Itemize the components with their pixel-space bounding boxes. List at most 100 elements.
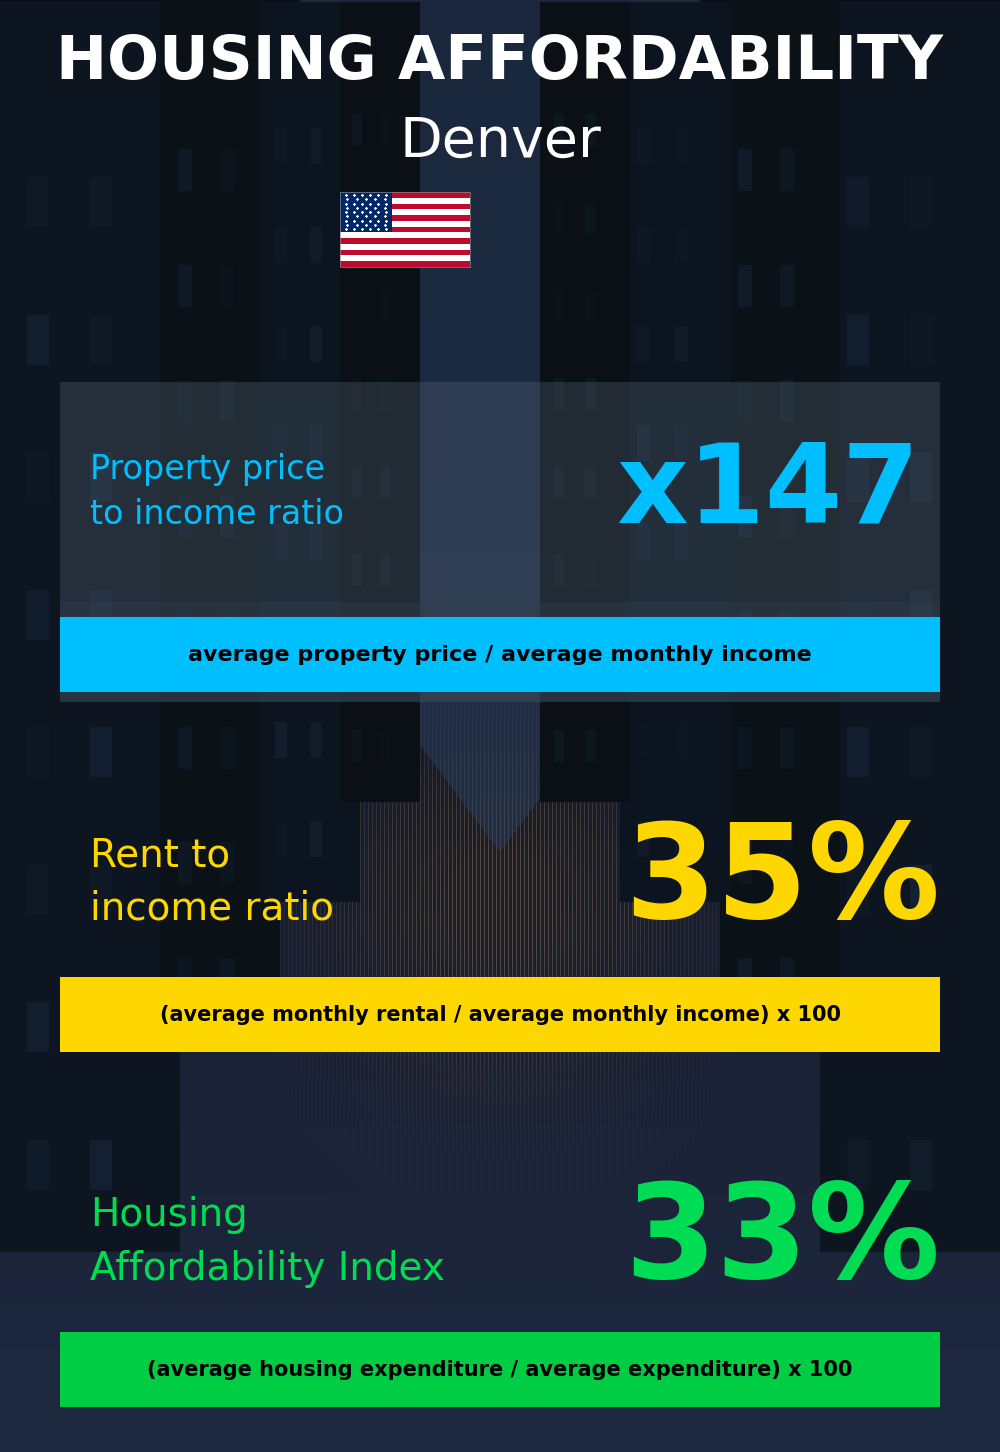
- Bar: [675, 327, 688, 362]
- Bar: [178, 495, 192, 537]
- Bar: [780, 957, 794, 999]
- Bar: [90, 1002, 112, 1053]
- Bar: [340, 209, 470, 215]
- Bar: [275, 327, 287, 362]
- Bar: [220, 380, 234, 423]
- Bar: [340, 197, 470, 203]
- Bar: [160, 1, 280, 1053]
- Bar: [585, 466, 596, 498]
- Bar: [675, 425, 688, 460]
- Bar: [910, 315, 932, 364]
- Bar: [310, 128, 322, 164]
- Bar: [847, 177, 869, 227]
- Bar: [340, 1, 420, 802]
- Bar: [220, 495, 234, 537]
- Bar: [620, 1, 730, 902]
- Bar: [554, 202, 564, 234]
- Bar: [847, 452, 869, 502]
- Bar: [910, 177, 932, 227]
- Bar: [738, 380, 752, 423]
- Bar: [675, 623, 688, 659]
- Bar: [675, 227, 688, 263]
- Bar: [340, 192, 470, 197]
- Bar: [585, 378, 596, 409]
- Bar: [27, 177, 49, 227]
- Bar: [340, 250, 470, 256]
- FancyBboxPatch shape: [60, 977, 940, 1053]
- Bar: [352, 466, 362, 498]
- Text: Rent to
income ratio: Rent to income ratio: [90, 836, 334, 928]
- Bar: [275, 425, 287, 460]
- Bar: [340, 256, 470, 261]
- Bar: [585, 555, 596, 587]
- Bar: [554, 378, 564, 409]
- Bar: [554, 730, 564, 762]
- Bar: [554, 555, 564, 587]
- Bar: [637, 227, 650, 263]
- Text: (average monthly rental / average monthly income) x 100: (average monthly rental / average monthl…: [160, 1005, 840, 1025]
- Bar: [310, 722, 322, 758]
- Bar: [310, 820, 322, 857]
- Bar: [637, 820, 650, 857]
- Text: (average housing expenditure / average expenditure) x 100: (average housing expenditure / average e…: [147, 1361, 853, 1379]
- Bar: [585, 730, 596, 762]
- Bar: [738, 611, 752, 653]
- Bar: [310, 623, 322, 659]
- Bar: [910, 864, 932, 915]
- Bar: [738, 264, 752, 306]
- Bar: [847, 1002, 869, 1053]
- Bar: [380, 202, 390, 234]
- Bar: [220, 842, 234, 884]
- Bar: [675, 128, 688, 164]
- Text: Housing
Affordability Index: Housing Affordability Index: [90, 1196, 445, 1288]
- Bar: [585, 115, 596, 147]
- Bar: [178, 150, 192, 192]
- Bar: [780, 380, 794, 423]
- Text: HOUSING AFFORDABILITY: HOUSING AFFORDABILITY: [56, 32, 944, 91]
- Bar: [780, 264, 794, 306]
- Bar: [27, 864, 49, 915]
- Bar: [637, 524, 650, 560]
- Bar: [90, 727, 112, 777]
- Bar: [178, 726, 192, 768]
- Bar: [738, 495, 752, 537]
- Bar: [352, 642, 362, 674]
- Bar: [275, 623, 287, 659]
- FancyBboxPatch shape: [60, 603, 940, 701]
- Bar: [220, 264, 234, 306]
- Bar: [780, 150, 794, 192]
- Text: Property price
to income ratio: Property price to income ratio: [90, 453, 344, 531]
- Bar: [352, 730, 362, 762]
- Bar: [260, 1, 360, 902]
- Bar: [275, 820, 287, 857]
- Bar: [910, 1002, 932, 1053]
- Bar: [90, 590, 112, 639]
- Polygon shape: [300, 0, 700, 852]
- Bar: [340, 227, 470, 232]
- Bar: [340, 221, 470, 227]
- Bar: [340, 192, 392, 232]
- Bar: [178, 842, 192, 884]
- Bar: [780, 495, 794, 537]
- Bar: [27, 1002, 49, 1053]
- Bar: [275, 722, 287, 758]
- Bar: [0, 1, 180, 1252]
- Bar: [178, 611, 192, 653]
- Bar: [738, 726, 752, 768]
- Bar: [178, 264, 192, 306]
- Bar: [738, 150, 752, 192]
- Bar: [780, 726, 794, 768]
- Bar: [847, 590, 869, 639]
- Bar: [910, 727, 932, 777]
- Bar: [275, 227, 287, 263]
- Bar: [27, 452, 49, 502]
- FancyBboxPatch shape: [60, 1331, 940, 1407]
- Bar: [720, 1, 840, 1053]
- Bar: [637, 722, 650, 758]
- Bar: [340, 232, 470, 238]
- Bar: [340, 203, 470, 209]
- Text: 35%: 35%: [624, 819, 940, 945]
- Bar: [554, 642, 564, 674]
- Bar: [554, 466, 564, 498]
- Bar: [27, 315, 49, 364]
